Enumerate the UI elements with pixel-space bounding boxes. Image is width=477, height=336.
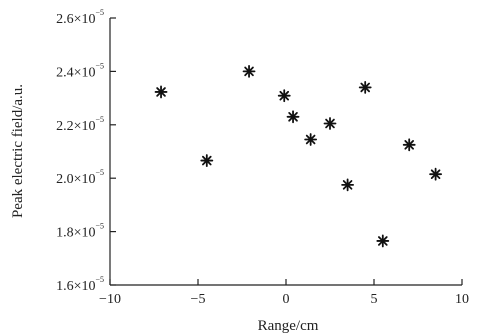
y-tick-label: 2.4×10−5	[56, 61, 104, 80]
x-axis-ticks: −10 −5 0 5 10	[99, 279, 469, 307]
y-tick-mantissa: 1.6×10	[56, 279, 95, 294]
y-tick-mantissa: 2.6×10	[56, 12, 95, 27]
y-tick-label: 2.2×10−5	[56, 115, 104, 134]
data-point	[358, 81, 372, 94]
y-tick-label: 2.0×10−5	[56, 168, 104, 187]
y-tick-label: 1.6×10−5	[56, 275, 104, 294]
data-point	[286, 110, 300, 124]
x-tick-label: 5	[371, 292, 378, 307]
data-point	[242, 65, 256, 78]
data-point	[277, 89, 291, 103]
data-points	[154, 65, 443, 248]
data-point	[402, 138, 416, 152]
data-point	[429, 167, 443, 181]
y-tick-label: 2.6×10−5	[56, 8, 104, 27]
y-tick-exponent: −5	[95, 8, 104, 17]
y-tick-exponent: −5	[95, 115, 104, 124]
x-tick-label: 10	[455, 292, 469, 307]
y-tick-exponent: −5	[95, 61, 104, 70]
data-point	[323, 117, 337, 130]
data-point	[200, 154, 214, 167]
x-tick-label: −5	[191, 292, 206, 307]
y-tick-mantissa: 1.8×10	[56, 226, 95, 241]
x-tick-label: 0	[283, 292, 290, 307]
data-point	[304, 133, 318, 146]
x-axis-label: Range/cm	[258, 318, 319, 334]
y-axis-label: Peak electric field/a.u.	[10, 84, 26, 218]
y-tick-mantissa: 2.2×10	[56, 119, 95, 134]
y-tick-label: 1.8×10−5	[56, 222, 104, 241]
data-point	[341, 178, 355, 192]
y-tick-exponent: −5	[95, 168, 104, 177]
y-tick-mantissa: 2.0×10	[56, 172, 95, 187]
y-tick-exponent: −5	[95, 275, 104, 284]
data-point	[154, 85, 168, 99]
y-axis-ticks: 1.6×10−51.8×10−52.0×10−52.2×10−52.4×10−5…	[56, 8, 116, 294]
x-tick-label: −10	[99, 292, 121, 307]
y-tick-mantissa: 2.4×10	[56, 65, 95, 80]
data-point	[376, 234, 390, 248]
y-tick-exponent: −5	[95, 222, 104, 231]
chart-axes	[109, 18, 462, 286]
